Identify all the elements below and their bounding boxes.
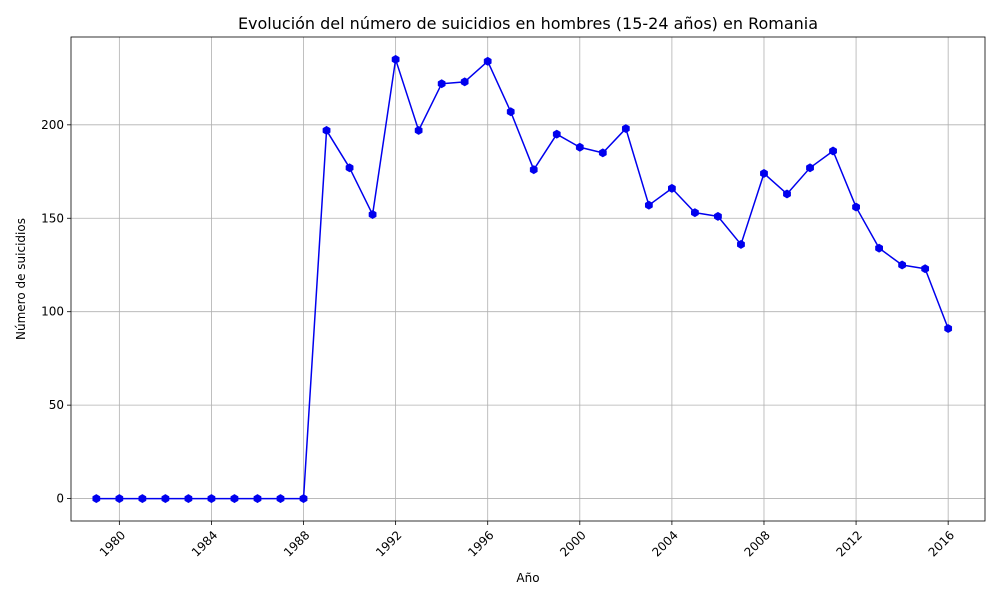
data-point [875,243,883,253]
data-point [783,189,791,199]
x-tick-label: 2004 [649,528,680,559]
data-point [276,494,285,504]
y-tick-label: 150 [41,211,64,225]
data-point [668,183,676,193]
plot-frame [70,36,986,522]
data-point [368,210,377,220]
chart-title: Evolución del número de suicidios en hom… [238,14,818,33]
data-point [115,494,124,504]
data-point [829,146,837,156]
data-point [483,56,492,66]
x-axis-label: Año [516,571,539,585]
y-tick-label: 200 [41,118,64,132]
data-point [691,208,699,218]
data-point [230,494,239,504]
data-point [552,129,561,139]
data-point [184,494,193,504]
data-point [322,125,331,135]
data-point [598,148,607,158]
data-point [760,168,768,178]
data-point [737,239,745,249]
data-point [437,79,446,89]
data-point [414,125,423,135]
data-point [506,107,515,117]
y-tick-label: 50 [49,398,64,412]
data-point [138,494,147,504]
x-tick-label: 2016 [926,528,957,559]
data-point [161,494,170,504]
y-tick-label: 0 [56,492,64,506]
series-layer [92,54,953,504]
data-point [898,260,907,270]
data-point [852,202,860,212]
data-point [921,264,930,274]
x-tick-label: 2012 [834,528,865,559]
data-point [944,324,953,334]
data-point [207,494,216,504]
x-tick-label: 1988 [281,528,312,559]
x-tick-label: 1984 [189,528,220,559]
data-point [92,494,101,504]
y-axis-label: Número de suicidios [14,218,28,340]
data-point [644,200,653,210]
x-tick-label: 1980 [97,528,128,559]
data-point [806,163,814,173]
x-tick-label: 2008 [741,528,772,559]
axes: 1980 1984 1988 1992 1996 2000 2004 2008 2012 2016… [41,36,986,560]
data-point [621,124,630,134]
data-point [460,77,469,87]
x-tick-label: 2000 [557,528,588,559]
grid [71,37,985,521]
y-tick-label: 100 [41,305,64,319]
data-point [529,165,538,175]
data-point [714,211,722,221]
data-point [253,494,262,504]
data-point [299,494,308,504]
x-tick-label: 1992 [373,528,404,559]
data-point [391,54,400,64]
x-tick-label: 1996 [465,528,496,559]
data-point [345,163,354,173]
series-line [96,58,949,500]
data-point [575,142,584,152]
